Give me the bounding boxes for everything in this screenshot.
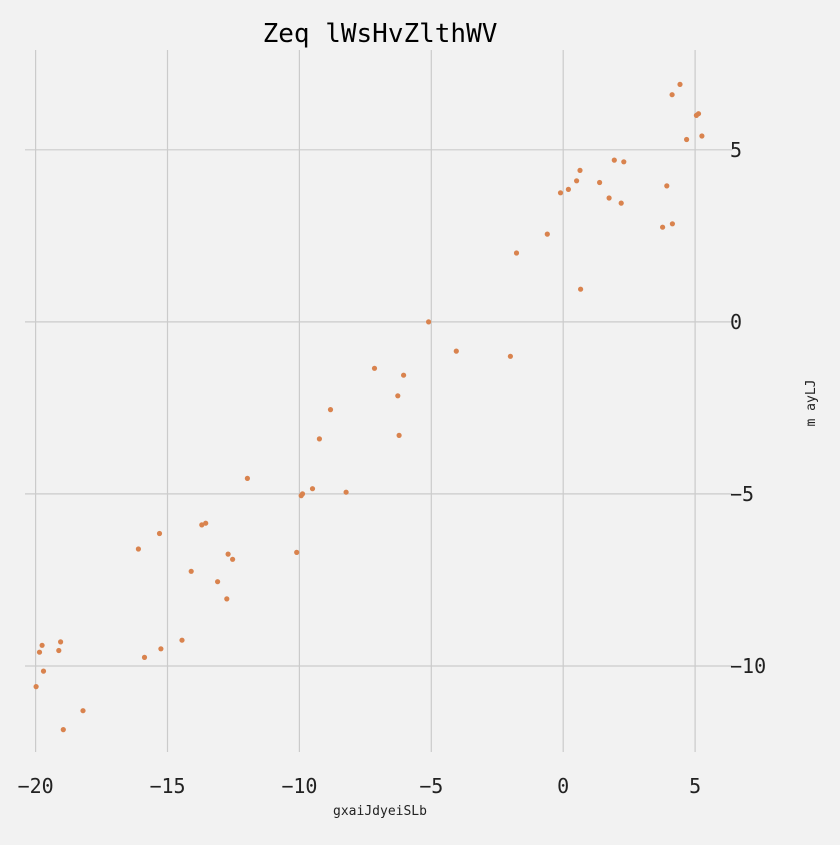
data-point (574, 178, 580, 184)
data-point (36, 649, 43, 655)
data-point (621, 159, 627, 165)
x-axis-label: gxaiJdyeiSLb (333, 804, 427, 819)
data-point (664, 183, 670, 189)
x-tick-label: −10 (281, 774, 317, 798)
data-point (156, 530, 163, 537)
data-point (677, 81, 683, 87)
data-point (135, 546, 141, 552)
data-point (309, 486, 316, 492)
data-point (343, 489, 349, 495)
data-point (56, 647, 62, 654)
data-point (40, 668, 47, 674)
data-point (597, 179, 603, 186)
data-point (684, 136, 690, 143)
data-point (565, 186, 572, 192)
data-point (316, 436, 322, 442)
y-tick-label: 0 (730, 310, 742, 334)
x-tick-label: −15 (149, 774, 185, 798)
data-point (327, 407, 334, 413)
data-point (141, 654, 148, 661)
grid-lines (25, 50, 732, 752)
data-point (693, 112, 700, 118)
data-point (669, 92, 675, 98)
y-tick-label: −5 (730, 482, 754, 506)
data-point (199, 522, 205, 528)
data-point (39, 642, 45, 648)
x-tick-label: 5 (689, 774, 701, 798)
y-tick-label: −10 (730, 654, 766, 678)
data-point (396, 432, 402, 438)
tick-labels: −20 −15 −10 −5 0 5 5 0 −5 −10 (18, 138, 767, 798)
chart-title: Zeq lWsHvZlthWV (263, 19, 498, 49)
data-point (618, 200, 624, 206)
data-point (606, 195, 612, 201)
data-point (371, 365, 378, 371)
data-point (244, 475, 250, 481)
data-point (401, 372, 407, 378)
data-point (660, 224, 666, 230)
data-point (577, 167, 583, 173)
data-point (298, 493, 304, 499)
data-points (33, 81, 705, 733)
data-point (578, 286, 584, 292)
data-point (294, 549, 300, 556)
data-point (513, 250, 520, 256)
y-axis-label: m ayLJ (804, 380, 819, 427)
data-point (426, 319, 432, 325)
x-tick-label: −5 (419, 774, 443, 798)
data-point (557, 190, 564, 196)
data-point (80, 708, 86, 714)
data-point (33, 684, 39, 690)
data-point (230, 556, 236, 562)
data-point (203, 520, 209, 526)
data-point (669, 221, 676, 227)
data-point (224, 596, 230, 602)
data-point (507, 353, 513, 359)
data-point (453, 348, 459, 354)
y-tick-label: 5 (730, 138, 742, 162)
data-point (699, 133, 705, 139)
data-point (225, 551, 231, 557)
data-point (58, 639, 64, 645)
data-point (60, 727, 66, 733)
data-point (158, 646, 164, 652)
data-point (215, 579, 221, 585)
data-point (611, 157, 617, 163)
data-point (179, 637, 185, 643)
data-point (188, 568, 194, 574)
x-tick-label: 0 (557, 774, 569, 798)
x-tick-label: −20 (18, 774, 54, 798)
data-point (395, 393, 401, 399)
data-point (544, 231, 550, 237)
